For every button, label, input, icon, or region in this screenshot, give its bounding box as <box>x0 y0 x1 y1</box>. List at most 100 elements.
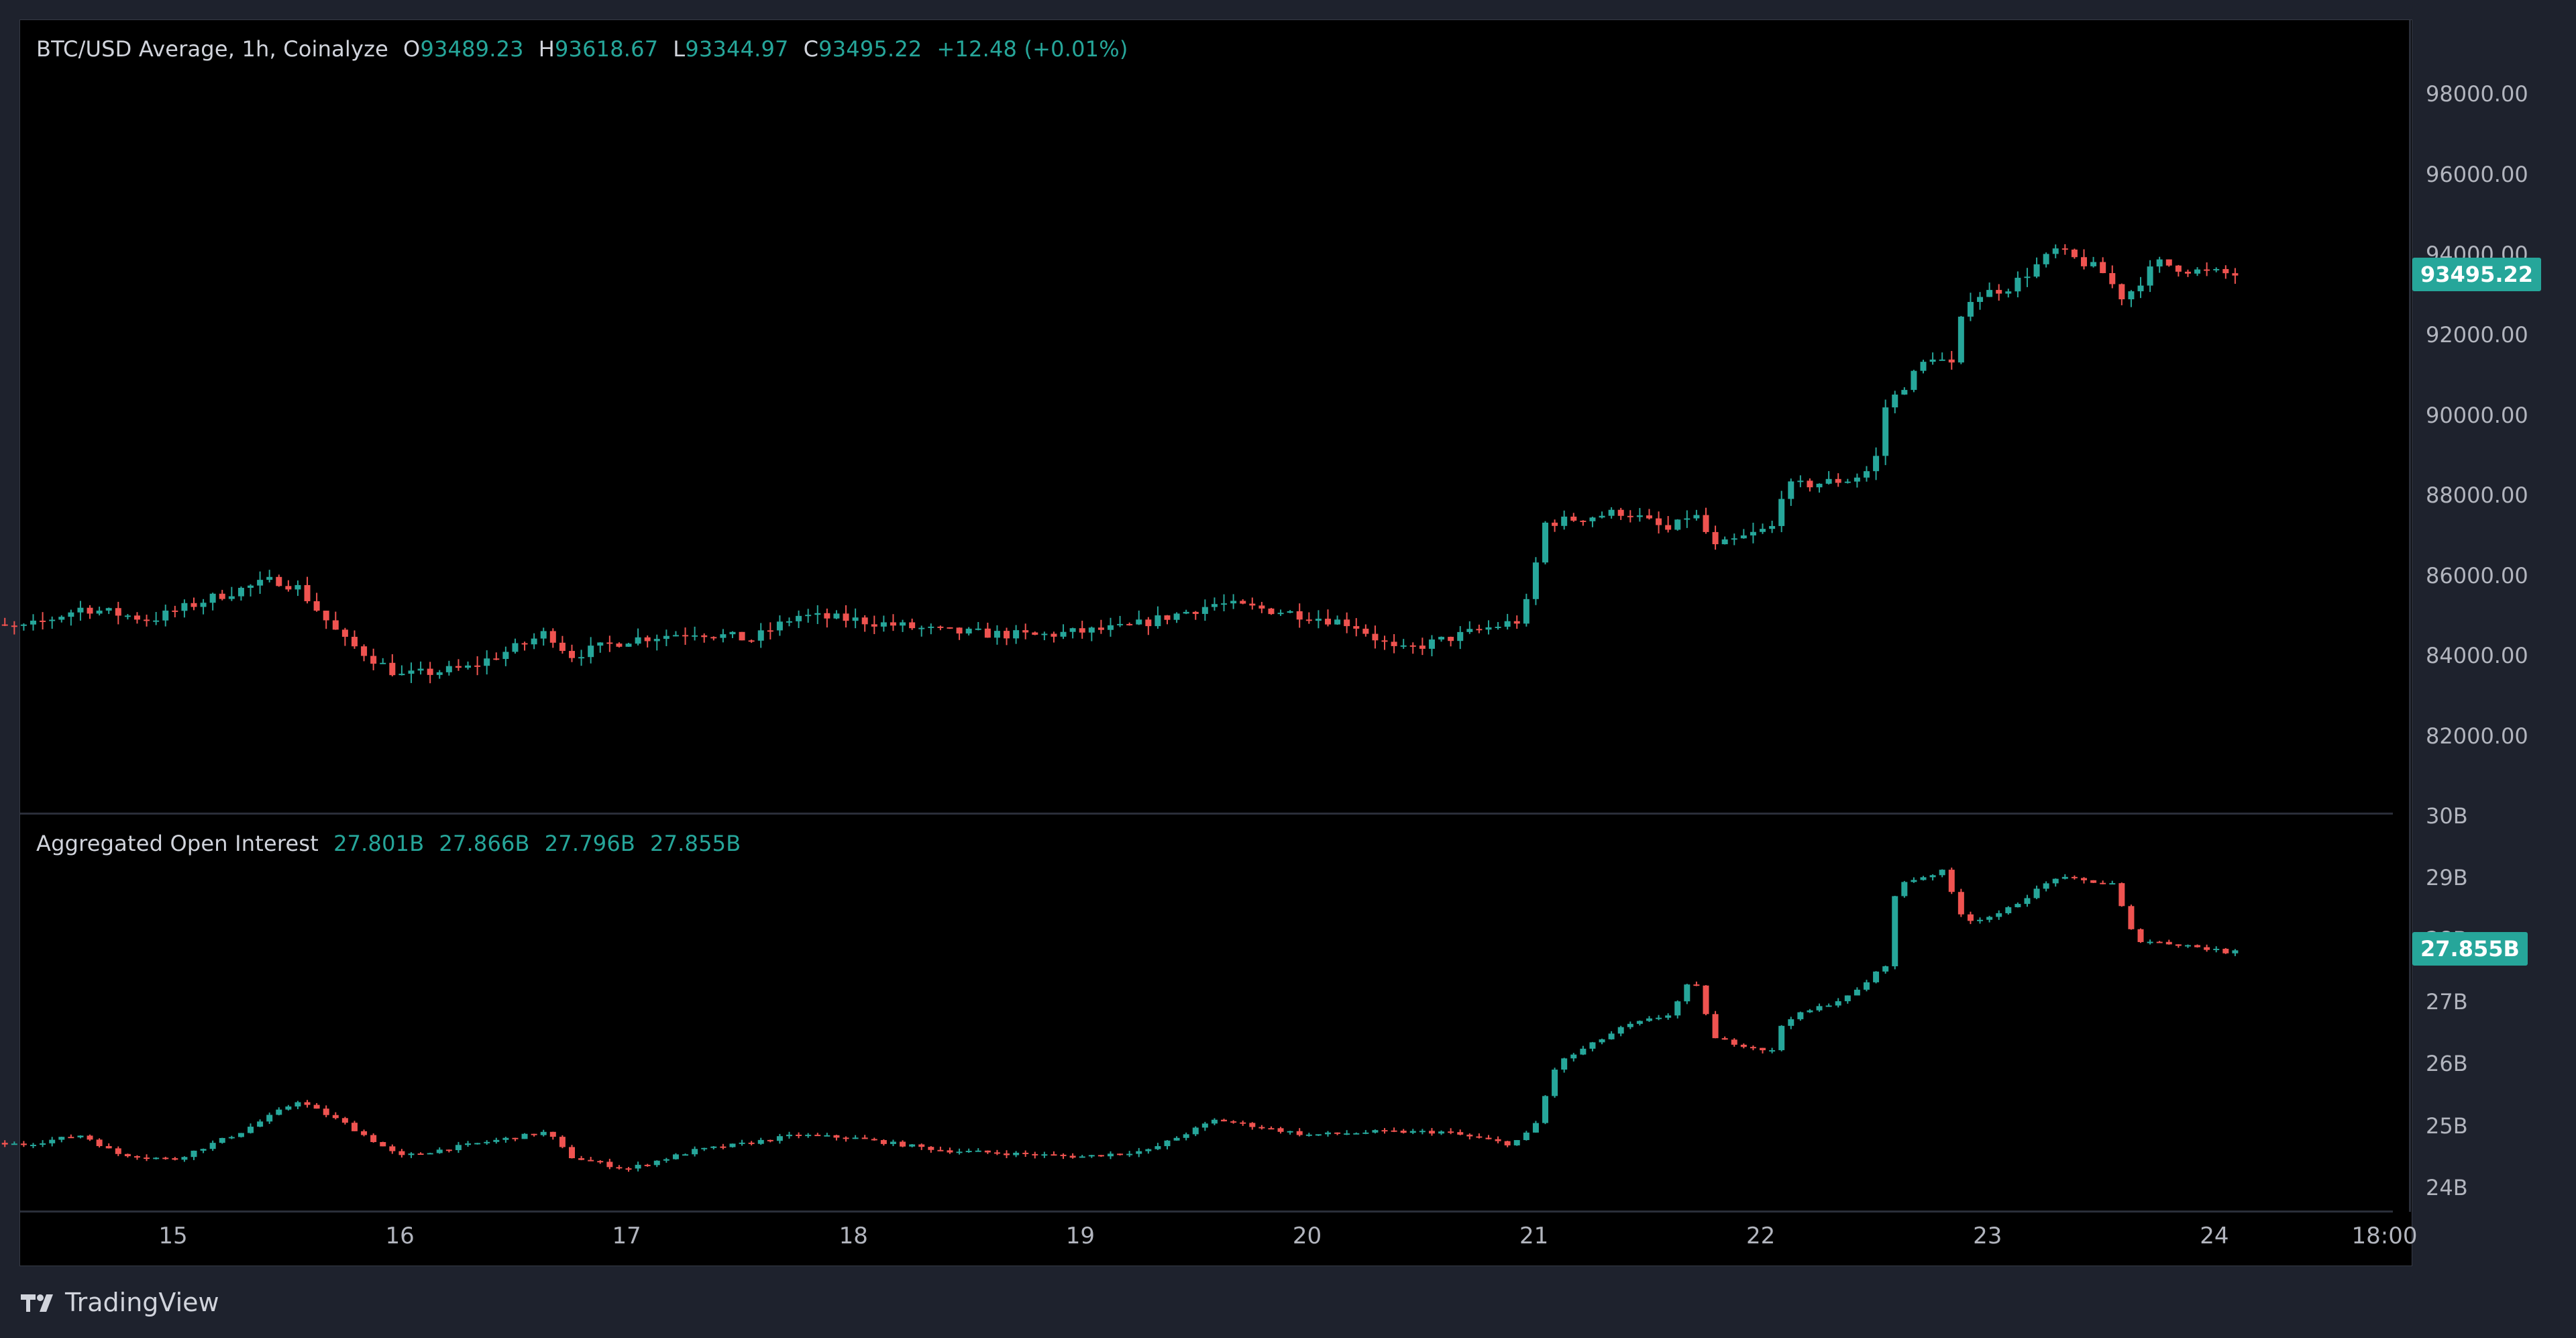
price-candle[interactable] <box>2033 264 2040 277</box>
price-candle[interactable] <box>455 666 462 668</box>
oi-candle[interactable] <box>2005 907 2012 913</box>
price-candle[interactable] <box>928 626 934 628</box>
oi-candle[interactable] <box>68 1137 74 1139</box>
price-candle[interactable] <box>1400 645 1407 647</box>
oi-candle[interactable] <box>1646 1018 1652 1021</box>
price-candle[interactable] <box>1977 297 1984 302</box>
price-candle[interactable] <box>68 612 74 617</box>
price-candle[interactable] <box>58 617 65 620</box>
oi-candle[interactable] <box>1485 1137 1492 1139</box>
oi-candle[interactable] <box>115 1148 121 1154</box>
price-candle[interactable] <box>1192 611 1199 614</box>
price-candle[interactable] <box>540 631 547 639</box>
price-candle[interactable] <box>871 624 877 627</box>
oi-candle[interactable] <box>162 1157 169 1160</box>
oi-candle[interactable] <box>1249 1123 1256 1127</box>
price-candle[interactable] <box>2222 268 2229 274</box>
oi-candle[interactable] <box>1901 882 1908 896</box>
oi-candle[interactable] <box>588 1160 594 1162</box>
oi-candle[interactable] <box>1136 1151 1142 1154</box>
price-candle[interactable] <box>729 631 736 635</box>
price-candle[interactable] <box>1495 626 1501 628</box>
price-candle[interactable] <box>663 635 669 639</box>
oi-candle[interactable] <box>1 1143 8 1145</box>
price-candle[interactable] <box>559 642 566 652</box>
oi-candle[interactable] <box>984 1150 991 1153</box>
oi-candle[interactable] <box>2090 880 2097 883</box>
oi-candle[interactable] <box>692 1149 698 1155</box>
oi-candle[interactable] <box>1769 1050 1776 1052</box>
oi-candle[interactable] <box>1911 880 1917 882</box>
price-candle[interactable] <box>937 626 944 628</box>
price-candle[interactable] <box>1476 629 1483 631</box>
price-candle[interactable] <box>597 642 604 646</box>
price-candle[interactable] <box>2128 291 2135 300</box>
price-candle[interactable] <box>2165 259 2172 266</box>
price-candle[interactable] <box>2137 285 2144 292</box>
price-candle[interactable] <box>332 620 339 630</box>
price-candle[interactable] <box>474 665 481 667</box>
price-candle[interactable] <box>692 635 698 637</box>
oi-candle[interactable] <box>1920 877 1927 880</box>
oi-candle[interactable] <box>332 1115 339 1119</box>
price-candle[interactable] <box>1362 628 1369 634</box>
price-candle[interactable] <box>767 630 773 632</box>
price-candle[interactable] <box>1882 407 1889 456</box>
oi-candle[interactable] <box>720 1146 727 1148</box>
price-candle[interactable] <box>1674 519 1681 530</box>
oi-candle[interactable] <box>389 1146 396 1151</box>
oi-candle[interactable] <box>861 1137 868 1139</box>
price-candle[interactable] <box>568 651 575 658</box>
oi-candle[interactable] <box>635 1164 641 1169</box>
price-series[interactable] <box>0 244 2239 684</box>
price-candle[interactable] <box>653 639 660 641</box>
oi-candle[interactable] <box>2175 944 2182 946</box>
oi-candle[interactable] <box>2061 876 2068 879</box>
oi-candle[interactable] <box>248 1127 254 1133</box>
price-candle[interactable] <box>1448 637 1454 641</box>
price-candle[interactable] <box>880 622 887 627</box>
price-candle[interactable] <box>1656 518 1662 525</box>
price-candle[interactable] <box>918 627 925 629</box>
price-candle[interactable] <box>1542 522 1549 563</box>
price-candle[interactable] <box>323 611 329 621</box>
price-candle[interactable] <box>843 613 849 621</box>
price-candle[interactable] <box>294 584 301 590</box>
oi-candle[interactable] <box>2213 948 2220 950</box>
price-candle[interactable] <box>115 608 121 616</box>
oi-candle[interactable] <box>493 1139 500 1142</box>
oi-candle[interactable] <box>578 1158 585 1160</box>
price-candle[interactable] <box>1277 613 1284 615</box>
oi-candle[interactable] <box>1296 1131 1303 1135</box>
price-candle[interactable] <box>1173 613 1180 620</box>
price-candle[interactable] <box>531 638 537 645</box>
oi-candle[interactable] <box>672 1154 679 1160</box>
oi-candle[interactable] <box>2118 883 2125 907</box>
oi-candle[interactable] <box>133 1156 140 1158</box>
oi-candle[interactable] <box>1656 1017 1662 1019</box>
price-candle[interactable] <box>1069 628 1076 632</box>
oi-candle[interactable] <box>40 1143 46 1145</box>
oi-candle[interactable] <box>1466 1134 1473 1137</box>
oi-candle[interactable] <box>219 1137 225 1143</box>
oi-candle[interactable] <box>616 1167 623 1169</box>
oi-candle[interactable] <box>796 1135 802 1137</box>
oi-candle[interactable] <box>96 1139 103 1147</box>
price-candle[interactable] <box>1816 483 1823 488</box>
price-candle[interactable] <box>1079 628 1085 633</box>
price-candle[interactable] <box>1344 619 1350 627</box>
oi-candle[interactable] <box>1863 982 1870 990</box>
price-candle[interactable] <box>96 610 103 614</box>
oi-candle[interactable] <box>1977 919 1984 921</box>
price-candle[interactable] <box>1552 522 1558 526</box>
oi-candle[interactable] <box>2071 876 2078 878</box>
price-candle[interactable] <box>1022 630 1029 633</box>
price-candle[interactable] <box>1892 395 1898 408</box>
oi-candle[interactable] <box>2222 948 2229 954</box>
price-candle[interactable] <box>2232 273 2239 276</box>
price-candle[interactable] <box>2100 262 2106 273</box>
price-candle[interactable] <box>549 631 556 643</box>
oi-candle[interactable] <box>124 1153 131 1157</box>
price-candle[interactable] <box>77 607 84 613</box>
price-candle[interactable] <box>1731 538 1737 540</box>
